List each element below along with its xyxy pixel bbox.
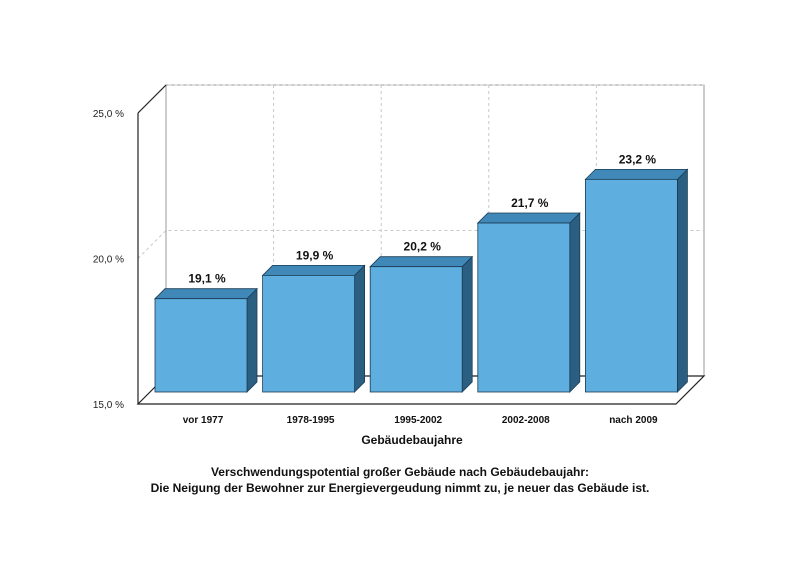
bar-front [154,298,248,393]
bar-2 [369,255,474,393]
bar-top [584,168,689,180]
y-tick-label: 15,0 % [93,400,124,411]
gridline-2 [137,84,704,114]
bar-side [246,287,258,393]
bar-top [261,265,366,276]
bar-top [476,212,581,224]
data-label: 21,7 % [511,196,549,210]
labels-group: 19,1 % vor 1977 19,9 % 1978-1995 20,2 % 1995-… [183,152,658,426]
data-label: 19,1 % [188,272,226,286]
data-label: 23,2 % [619,152,657,166]
bar-3 [476,212,581,393]
bar-side [677,168,688,393]
bar-front [585,178,678,393]
bar-front [262,275,356,393]
bar-top [154,288,258,300]
bar-4 [584,168,689,393]
caption-line-1: Verschwendungspotential großer Gebäude n… [210,465,590,479]
bar-side [461,255,473,393]
y-axis-depth-top [137,84,167,114]
bar-side [569,212,581,393]
y-tick-label: 20,0 % [93,255,124,266]
x-tick-label: nach 2009 [609,415,658,426]
bar-1 [261,264,366,393]
bar-front [477,222,571,393]
x-tick-label: vor 1977 [183,415,224,426]
caption-line-2: Die Neigung der Bewohner zur Energieverg… [150,481,650,495]
data-label: 20,2 % [404,240,442,254]
x-tick-label: 1995-2002 [394,415,442,426]
bar-front [369,266,463,393]
x-tick-label: 1978-1995 [287,415,335,426]
bars-group [154,168,689,393]
bar-0 [154,287,258,393]
data-label: 19,9 % [296,248,334,262]
bar-side [354,264,366,393]
x-tick-label: 2002-2008 [502,415,550,426]
bar-top [369,256,474,268]
y-tick-label: 25,0 % [93,109,124,120]
x-axis-title: Gebäudebaujahre [361,433,463,447]
